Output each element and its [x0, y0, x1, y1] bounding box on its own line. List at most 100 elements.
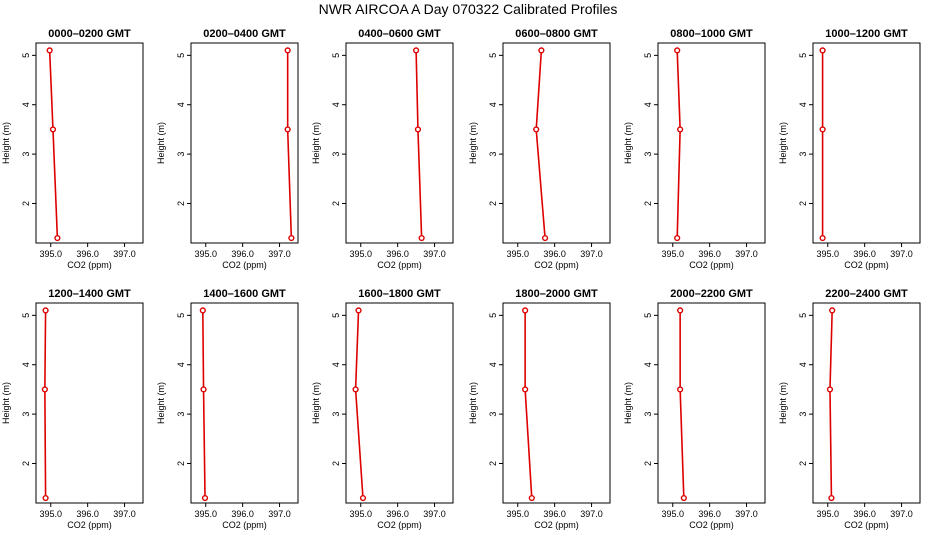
- x-axis-label: CO2 (ppm): [222, 260, 267, 270]
- x-tick-label: 397.0: [890, 509, 913, 519]
- panel-title: 1600–1800 GMT: [358, 288, 441, 300]
- data-point: [288, 234, 295, 242]
- panel-title: 1200–1400 GMT: [48, 288, 131, 300]
- y-tick-label: 4: [488, 362, 498, 367]
- x-tick-label: 395.0: [661, 249, 684, 259]
- plot-frame: [812, 302, 921, 504]
- y-tick-label: 5: [331, 313, 341, 318]
- y-tick-label: 4: [488, 102, 498, 107]
- y-tick-label: 3: [643, 412, 653, 417]
- data-point: [541, 234, 549, 242]
- data-point: [522, 386, 529, 393]
- figure-title: NWR AIRCOA A Day 070322 Calibrated Profi…: [318, 1, 618, 17]
- x-tick-label: 396.0: [543, 249, 566, 259]
- y-tick-label: 5: [21, 53, 31, 58]
- plot-frame: [657, 302, 766, 504]
- profile-line: [48, 50, 59, 239]
- y-tick-label: 4: [643, 102, 653, 107]
- panel-title: 2000–2200 GMT: [670, 288, 753, 300]
- data-point: [819, 126, 826, 133]
- profile-line: [676, 50, 681, 239]
- panel-title: 1000–1200 GMT: [825, 28, 908, 40]
- y-tick-label: 3: [21, 412, 31, 417]
- y-tick-label: 5: [643, 313, 653, 318]
- x-tick-label: 397.0: [268, 509, 291, 519]
- x-tick-label: 396.0: [76, 249, 99, 259]
- y-axis-label: Height (m): [1, 382, 11, 424]
- plot-frame: [812, 42, 921, 244]
- y-axis-label: Height (m): [311, 122, 321, 164]
- x-tick-label: 397.0: [423, 509, 446, 519]
- y-axis-label: Height (m): [778, 122, 788, 164]
- data-point: [533, 126, 540, 133]
- panel-title: 0600–0800 GMT: [515, 28, 598, 40]
- panel-title: 1400–1600 GMT: [203, 288, 286, 300]
- y-tick-label: 2: [488, 201, 498, 206]
- y-tick-label: 2: [176, 461, 186, 466]
- x-tick-label: 397.0: [113, 249, 136, 259]
- data-point: [819, 47, 826, 54]
- x-tick-label: 395.0: [194, 249, 217, 259]
- y-tick-label: 2: [331, 461, 341, 466]
- y-tick-label: 3: [331, 412, 341, 417]
- x-axis-label: CO2 (ppm): [689, 520, 734, 530]
- y-axis-label: Height (m): [1, 122, 11, 164]
- x-tick-label: 395.0: [816, 249, 839, 259]
- data-point: [199, 307, 206, 314]
- panel-title: 0400–0600 GMT: [358, 28, 441, 40]
- plot-frame: [35, 302, 144, 504]
- plot-frame: [657, 42, 766, 244]
- y-tick-label: 3: [21, 152, 31, 157]
- x-tick-label: 396.0: [853, 249, 876, 259]
- x-tick-label: 395.0: [661, 509, 684, 519]
- y-tick-label: 5: [488, 313, 498, 318]
- x-axis-label: CO2 (ppm): [377, 260, 422, 270]
- data-point: [49, 126, 57, 133]
- x-tick-label: 396.0: [386, 509, 409, 519]
- y-tick-label: 4: [798, 102, 808, 107]
- data-point: [54, 234, 61, 242]
- y-tick-label: 5: [643, 53, 653, 58]
- x-tick-label: 395.0: [39, 249, 62, 259]
- x-tick-label: 395.0: [349, 249, 372, 259]
- panel-title: 0800–1000 GMT: [670, 28, 753, 40]
- y-tick-label: 5: [331, 53, 341, 58]
- x-tick-label: 395.0: [816, 509, 839, 519]
- panel-title: 2200–2400 GMT: [825, 288, 908, 300]
- x-tick-label: 397.0: [890, 249, 913, 259]
- data-point: [674, 234, 681, 242]
- y-tick-label: 2: [798, 461, 808, 466]
- x-tick-label: 396.0: [543, 509, 566, 519]
- y-tick-label: 3: [488, 412, 498, 417]
- x-tick-label: 395.0: [349, 509, 372, 519]
- data-point: [46, 47, 53, 54]
- data-point: [201, 494, 209, 502]
- x-axis-label: CO2 (ppm): [67, 260, 112, 270]
- plot-frame: [502, 42, 611, 244]
- x-tick-label: 397.0: [580, 249, 603, 259]
- y-tick-label: 2: [331, 201, 341, 206]
- data-point: [826, 386, 834, 393]
- profile-line: [524, 310, 533, 499]
- y-tick-label: 2: [643, 461, 653, 466]
- data-point: [200, 386, 207, 393]
- y-tick-label: 3: [798, 152, 808, 157]
- x-axis-label: CO2 (ppm): [222, 520, 267, 530]
- y-axis-label: Height (m): [156, 122, 166, 164]
- y-axis-label: Height (m): [778, 382, 788, 424]
- y-tick-label: 4: [176, 102, 186, 107]
- profile-line: [415, 50, 423, 239]
- data-point: [352, 386, 359, 393]
- y-axis-label: Height (m): [156, 382, 166, 424]
- data-point: [677, 386, 684, 393]
- data-point: [418, 234, 425, 242]
- x-axis-label: CO2 (ppm): [844, 520, 889, 530]
- plot-frame: [502, 302, 611, 504]
